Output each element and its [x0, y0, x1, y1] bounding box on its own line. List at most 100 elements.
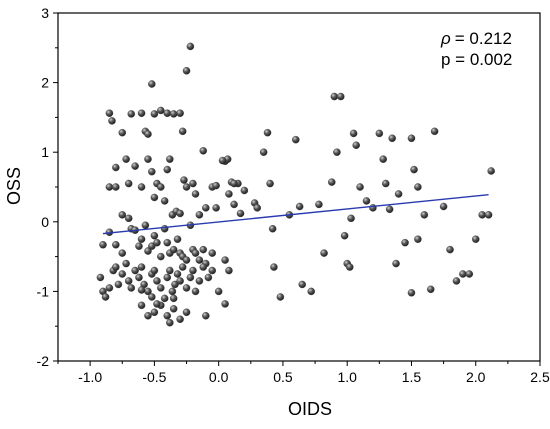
data-point — [180, 176, 188, 184]
data-point — [375, 129, 384, 138]
data-point — [240, 186, 249, 195]
data-point — [221, 300, 229, 308]
data-point — [163, 109, 172, 117]
data-point — [118, 270, 127, 278]
data-point — [176, 277, 184, 285]
data-point — [160, 294, 169, 303]
x-tick-label: -1.0 — [78, 369, 102, 385]
data-point — [191, 190, 200, 198]
plot-frame — [57, 12, 541, 362]
data-point — [137, 109, 146, 117]
data-point — [137, 301, 146, 310]
data-point — [169, 110, 178, 118]
rho-annotation: ρ = 0.212 — [440, 29, 512, 48]
data-point — [114, 280, 123, 289]
data-point — [182, 67, 191, 75]
data-point — [157, 284, 165, 292]
data-point — [392, 259, 400, 268]
data-point — [218, 156, 227, 165]
data-point — [144, 155, 152, 163]
data-point — [182, 256, 191, 264]
y-tick-label: 0 — [41, 214, 49, 230]
x-tick-label: 1.5 — [402, 369, 422, 385]
data-point — [414, 183, 422, 191]
data-point — [407, 289, 416, 297]
data-point — [168, 287, 177, 296]
data-point — [127, 284, 136, 292]
data-point — [195, 211, 204, 219]
data-point — [182, 308, 191, 317]
data-point — [101, 293, 110, 301]
data-point — [173, 270, 182, 278]
data-point — [105, 284, 114, 292]
data-point — [379, 155, 387, 163]
y-tick-label: 3 — [41, 5, 49, 21]
data-point — [349, 129, 358, 138]
y-tick-label: 2 — [41, 75, 49, 91]
data-point — [122, 155, 130, 163]
x-tick-label: 0.0 — [209, 369, 229, 385]
p-value-annotation: p = 0.002 — [441, 50, 512, 69]
data-point — [137, 183, 146, 191]
data-point — [362, 197, 371, 205]
data-point — [315, 200, 323, 209]
data-point — [298, 280, 306, 289]
data-point — [307, 287, 315, 296]
x-tick-label: 1.0 — [337, 369, 357, 385]
data-point — [153, 300, 161, 308]
data-point — [270, 263, 278, 271]
data-point — [333, 148, 341, 156]
data-point — [124, 179, 133, 188]
data-point — [144, 312, 152, 320]
data-point — [189, 266, 197, 275]
data-point — [150, 193, 159, 202]
x-axis-title: OIDS — [288, 399, 332, 419]
data-point — [112, 263, 120, 271]
data-point — [148, 80, 156, 88]
data-point — [202, 312, 210, 320]
data-point — [169, 245, 178, 254]
data-point — [96, 273, 105, 282]
data-point — [465, 270, 474, 278]
x-tick-label: 2.5 — [530, 369, 550, 385]
data-point — [137, 263, 146, 271]
data-point — [160, 225, 169, 233]
data-point — [173, 235, 182, 243]
data-point — [150, 231, 159, 240]
data-point — [186, 42, 195, 51]
data-point — [144, 130, 152, 138]
data-point — [295, 202, 304, 211]
x-tick-label: 2.0 — [466, 369, 486, 385]
data-point — [347, 214, 355, 223]
x-tick-label: 0.5 — [273, 369, 293, 385]
data-point — [212, 204, 220, 212]
data-point — [426, 285, 435, 294]
data-point — [452, 277, 461, 285]
data-point — [225, 266, 233, 275]
data-point — [153, 238, 161, 247]
y-tick-label: -2 — [37, 353, 50, 369]
data-point — [236, 209, 245, 218]
data-point — [166, 266, 174, 275]
data-point — [259, 148, 268, 156]
data-point — [112, 183, 120, 191]
data-point — [105, 109, 114, 117]
data-point — [263, 128, 272, 137]
data-point — [186, 273, 195, 282]
data-point — [160, 197, 169, 205]
data-point — [124, 277, 133, 285]
data-point — [420, 211, 429, 219]
data-point — [169, 294, 178, 303]
data-point — [153, 277, 161, 285]
regression-line — [102, 193, 489, 235]
data-point — [112, 241, 120, 249]
data-point — [150, 308, 159, 317]
data-point — [178, 263, 187, 271]
data-point — [176, 315, 184, 323]
data-point — [202, 204, 210, 212]
data-point — [137, 286, 146, 294]
data-point — [478, 211, 486, 219]
data-point — [388, 134, 396, 143]
data-point — [330, 92, 339, 101]
data-point — [484, 211, 493, 219]
